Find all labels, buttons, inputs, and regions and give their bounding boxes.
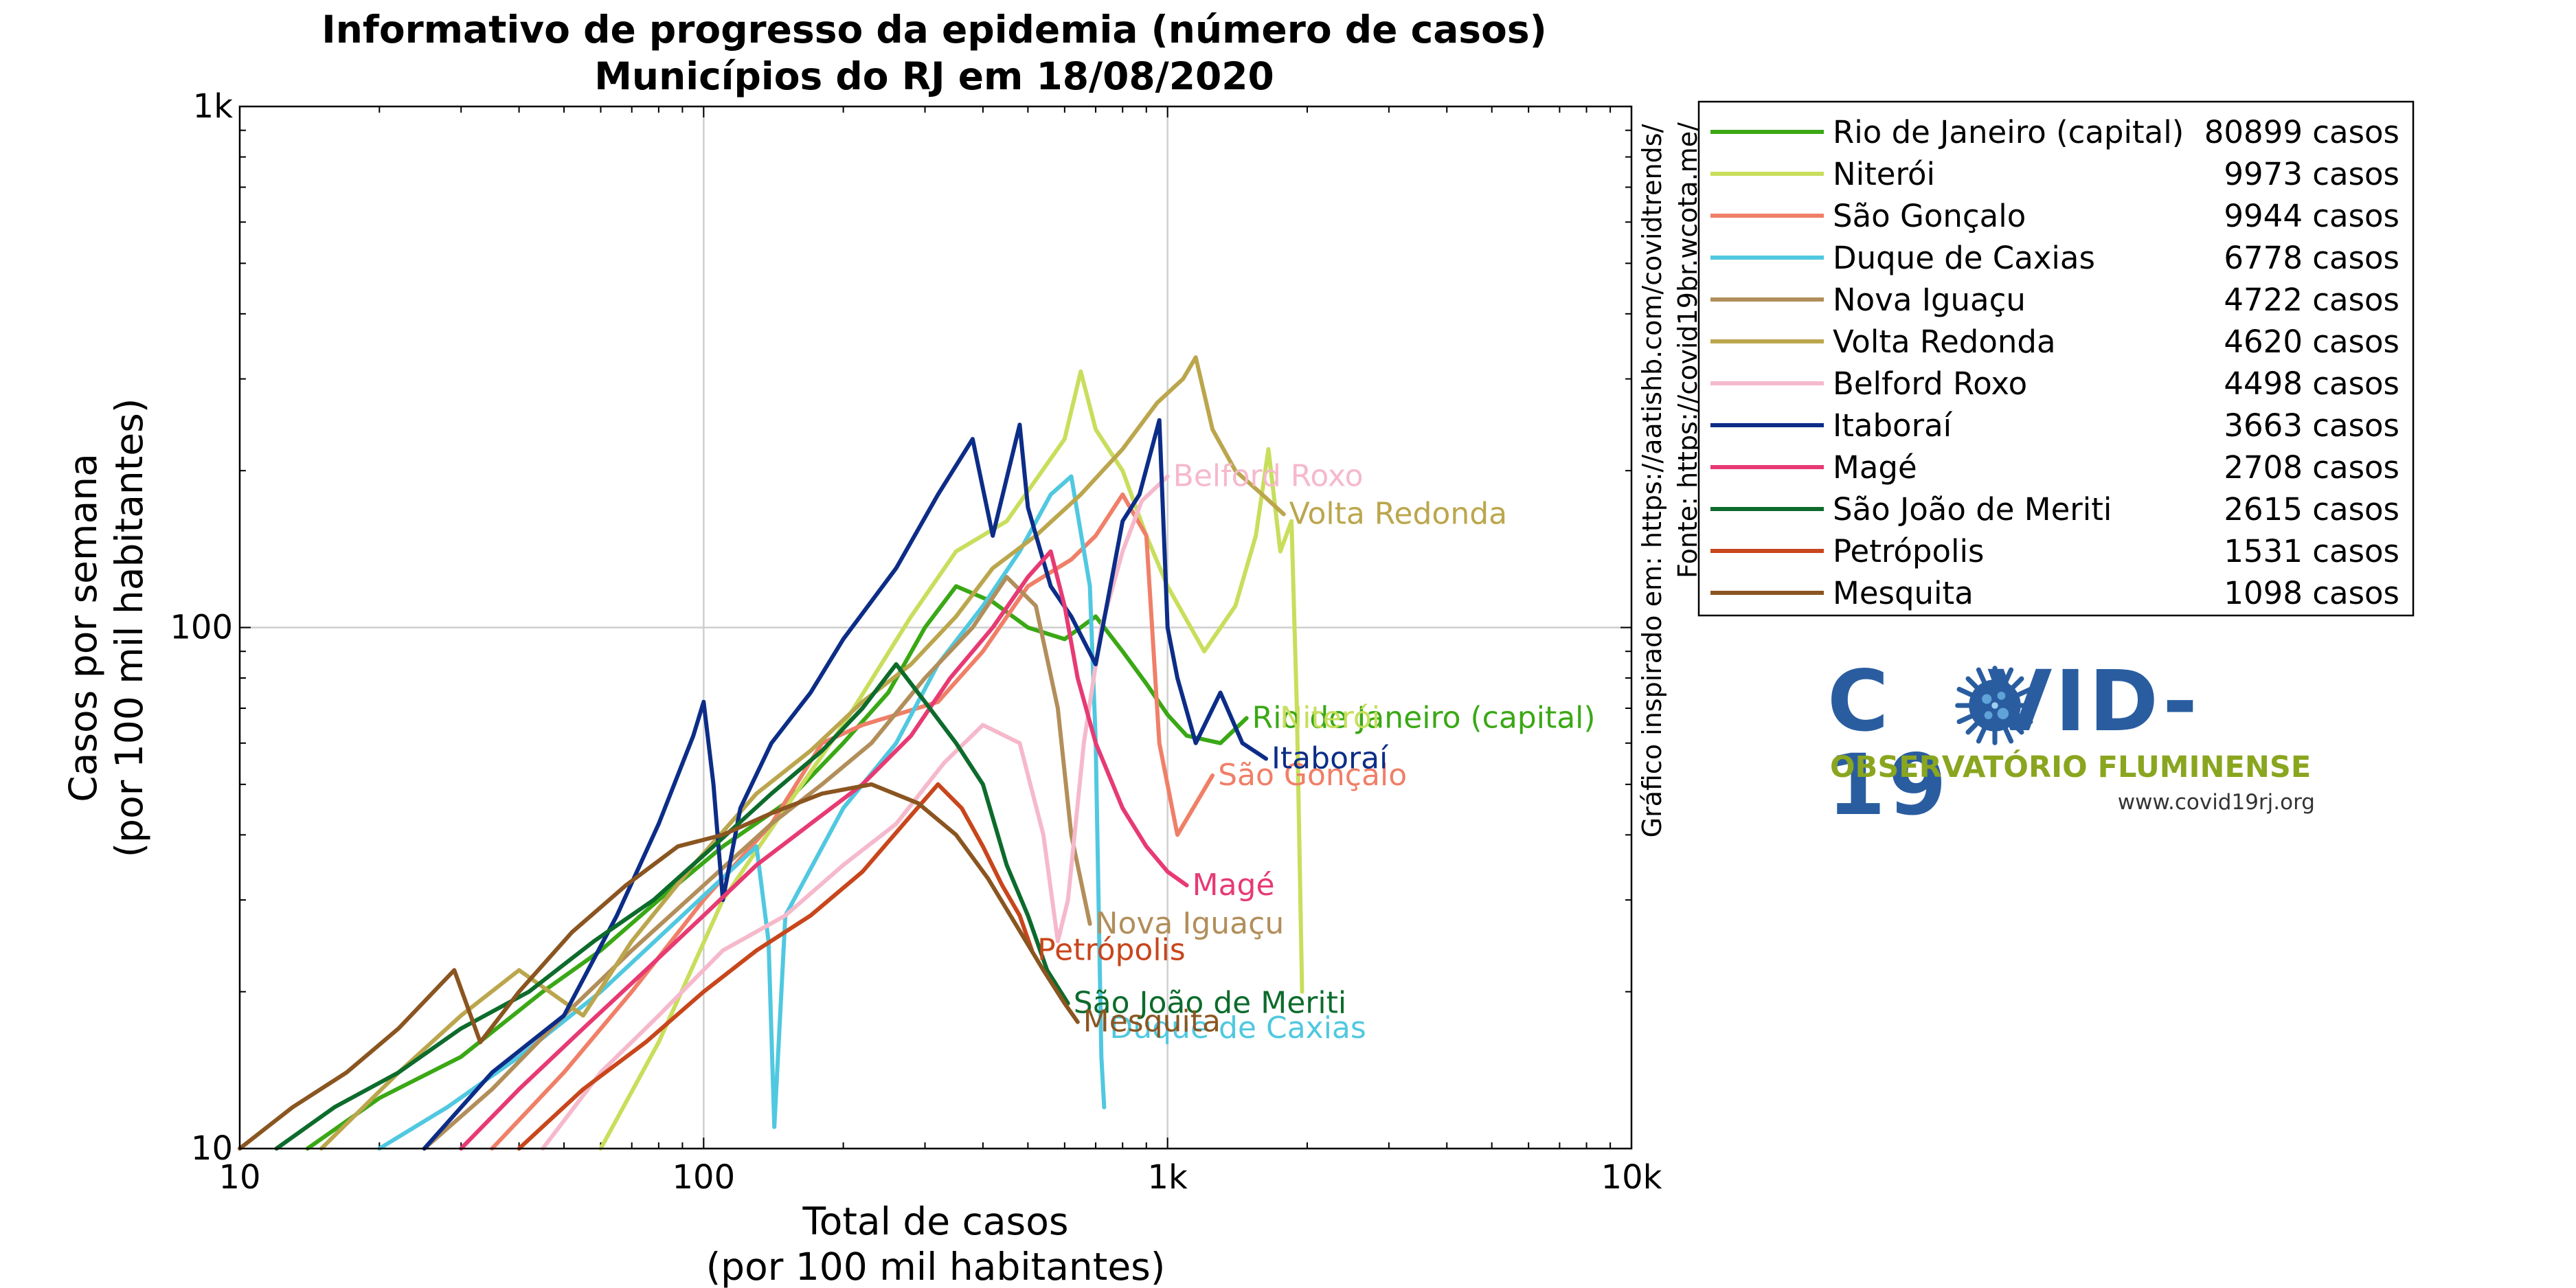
- series-5-line: [319, 355, 1286, 1151]
- series-3-end-label: Duque de Caxias: [1109, 1010, 1366, 1046]
- series-11-line: [238, 782, 1080, 1151]
- x-tick-label: 1k: [1147, 1158, 1188, 1197]
- grid: [240, 106, 1631, 1149]
- x-tick-label: 10: [218, 1158, 260, 1197]
- legend-series-total: 1531 casos: [2224, 533, 2399, 569]
- legend-series-total: 80899 casos: [2204, 114, 2399, 150]
- legend-series-total: 3663 casos: [2224, 407, 2399, 444]
- legend-series-total: 2708 casos: [2224, 449, 2399, 486]
- legend-series-name: Itaboraí: [1833, 407, 1953, 444]
- legend-series-name: Duque de Caxias: [1833, 240, 2095, 276]
- legend-series-name: Belford Roxo: [1833, 365, 2027, 402]
- series-7-line: [422, 418, 1268, 1151]
- series-1-line: [598, 369, 1304, 1151]
- y-axis-label-line-1: Casos por semana: [61, 453, 105, 802]
- series-6-end-label: Belford Roxo: [1173, 459, 1364, 494]
- legend-series-name: Nova Iguaçu: [1833, 282, 2026, 318]
- legend-series-total: 4498 casos: [2224, 365, 2399, 402]
- legend-series-name: São João de Meriti: [1833, 491, 2112, 528]
- x-axis-label-line-1: Total de casos: [802, 1199, 1068, 1243]
- x-tick-label: 100: [673, 1158, 736, 1197]
- covid19-logo: C VID-19 OBSERVATÓRIO FLUMINENSE www.cov…: [1827, 659, 2322, 827]
- legend-series-total: 4722 casos: [2224, 282, 2399, 318]
- legend-series-total: 9973 casos: [2224, 156, 2399, 192]
- legend-series-name: Magé: [1833, 449, 1917, 486]
- y-axis-label-line-2: (por 100 mil habitantes): [107, 398, 151, 858]
- axis-ticks: 10 100 1k 10k 10 100 1k: [170, 87, 1662, 1197]
- virus-icon: [1955, 666, 2035, 745]
- x-axis-label-line-2: (por 100 mil habitantes): [706, 1245, 1166, 1288]
- legend-series-name: Niterói: [1833, 156, 1935, 192]
- chart-title-line-2: Municípios do RJ em 18/08/2020: [594, 54, 1274, 98]
- series-4-end-label: Nova Iguaçu: [1096, 906, 1285, 941]
- series-9-line: [274, 662, 1070, 1151]
- series-11-end-label: Mesquita: [1083, 1004, 1221, 1039]
- legend-series-total: 1098 casos: [2224, 575, 2399, 611]
- legend-series-total: 2615 casos: [2224, 491, 2399, 528]
- series-8-line: [459, 549, 1189, 1151]
- series-8-end-label: Magé: [1193, 868, 1275, 903]
- plot-frame: [238, 105, 1633, 1150]
- series-5-end-label: Volta Redonda: [1289, 497, 1507, 532]
- legend-box: [1697, 100, 2415, 617]
- series-4-line: [422, 575, 1092, 1151]
- legend-series-total: 6778 casos: [2224, 240, 2399, 276]
- series-7-end-label: Itaboraí: [1272, 741, 1389, 776]
- y-tick-label: 1k: [193, 87, 234, 126]
- series-0-end-label: Rio de Janeiro (capital): [1252, 700, 1596, 735]
- series-2-line: [490, 492, 1215, 1151]
- legend-series-name: Mesquita: [1833, 575, 1974, 611]
- x-tick-label: 10k: [1601, 1158, 1662, 1197]
- series-2-end-label: São Gonçalo: [1218, 758, 1407, 793]
- legend-series-name: Volta Redonda: [1833, 324, 2056, 360]
- series-lines: [238, 355, 1304, 1151]
- logo-subtitle: OBSERVATÓRIO FLUMINENSE: [1830, 750, 2312, 784]
- logo-url: www.covid19rj.org: [2117, 790, 2315, 815]
- source-note-data: Fonte: https://covid19br.wcota.me/: [1673, 122, 1703, 578]
- legend-series-name: Rio de Janeiro (capital): [1833, 114, 2184, 150]
- source-note-inspired: Gráfico inspirado em: https://aatishb.co…: [1637, 124, 1667, 837]
- legend-series-total: 9944 casos: [2224, 198, 2399, 234]
- legend-series-name: São Gonçalo: [1833, 198, 2026, 234]
- series-10-end-label: Petrópolis: [1037, 933, 1186, 968]
- chart-title-line-1: Informativo de progresso da epidemia (nú…: [321, 8, 1546, 52]
- y-tick-label: 10: [191, 1129, 233, 1168]
- series-9-end-label: São João de Meriti: [1074, 986, 1346, 1021]
- legend-series-total: 4620 casos: [2224, 324, 2399, 360]
- y-tick-label: 100: [170, 609, 233, 647]
- series-1-end-label: Niterói: [1280, 700, 1380, 735]
- series-labels: Rio de Janeiro (capital)Niterói São Gonça…: [1037, 459, 1595, 1046]
- legend: Rio de Janeiro (capital) 80899 casos Niter…: [1710, 114, 2399, 611]
- series-10-line: [517, 782, 1035, 1151]
- legend-series-name: Petrópolis: [1833, 533, 1984, 569]
